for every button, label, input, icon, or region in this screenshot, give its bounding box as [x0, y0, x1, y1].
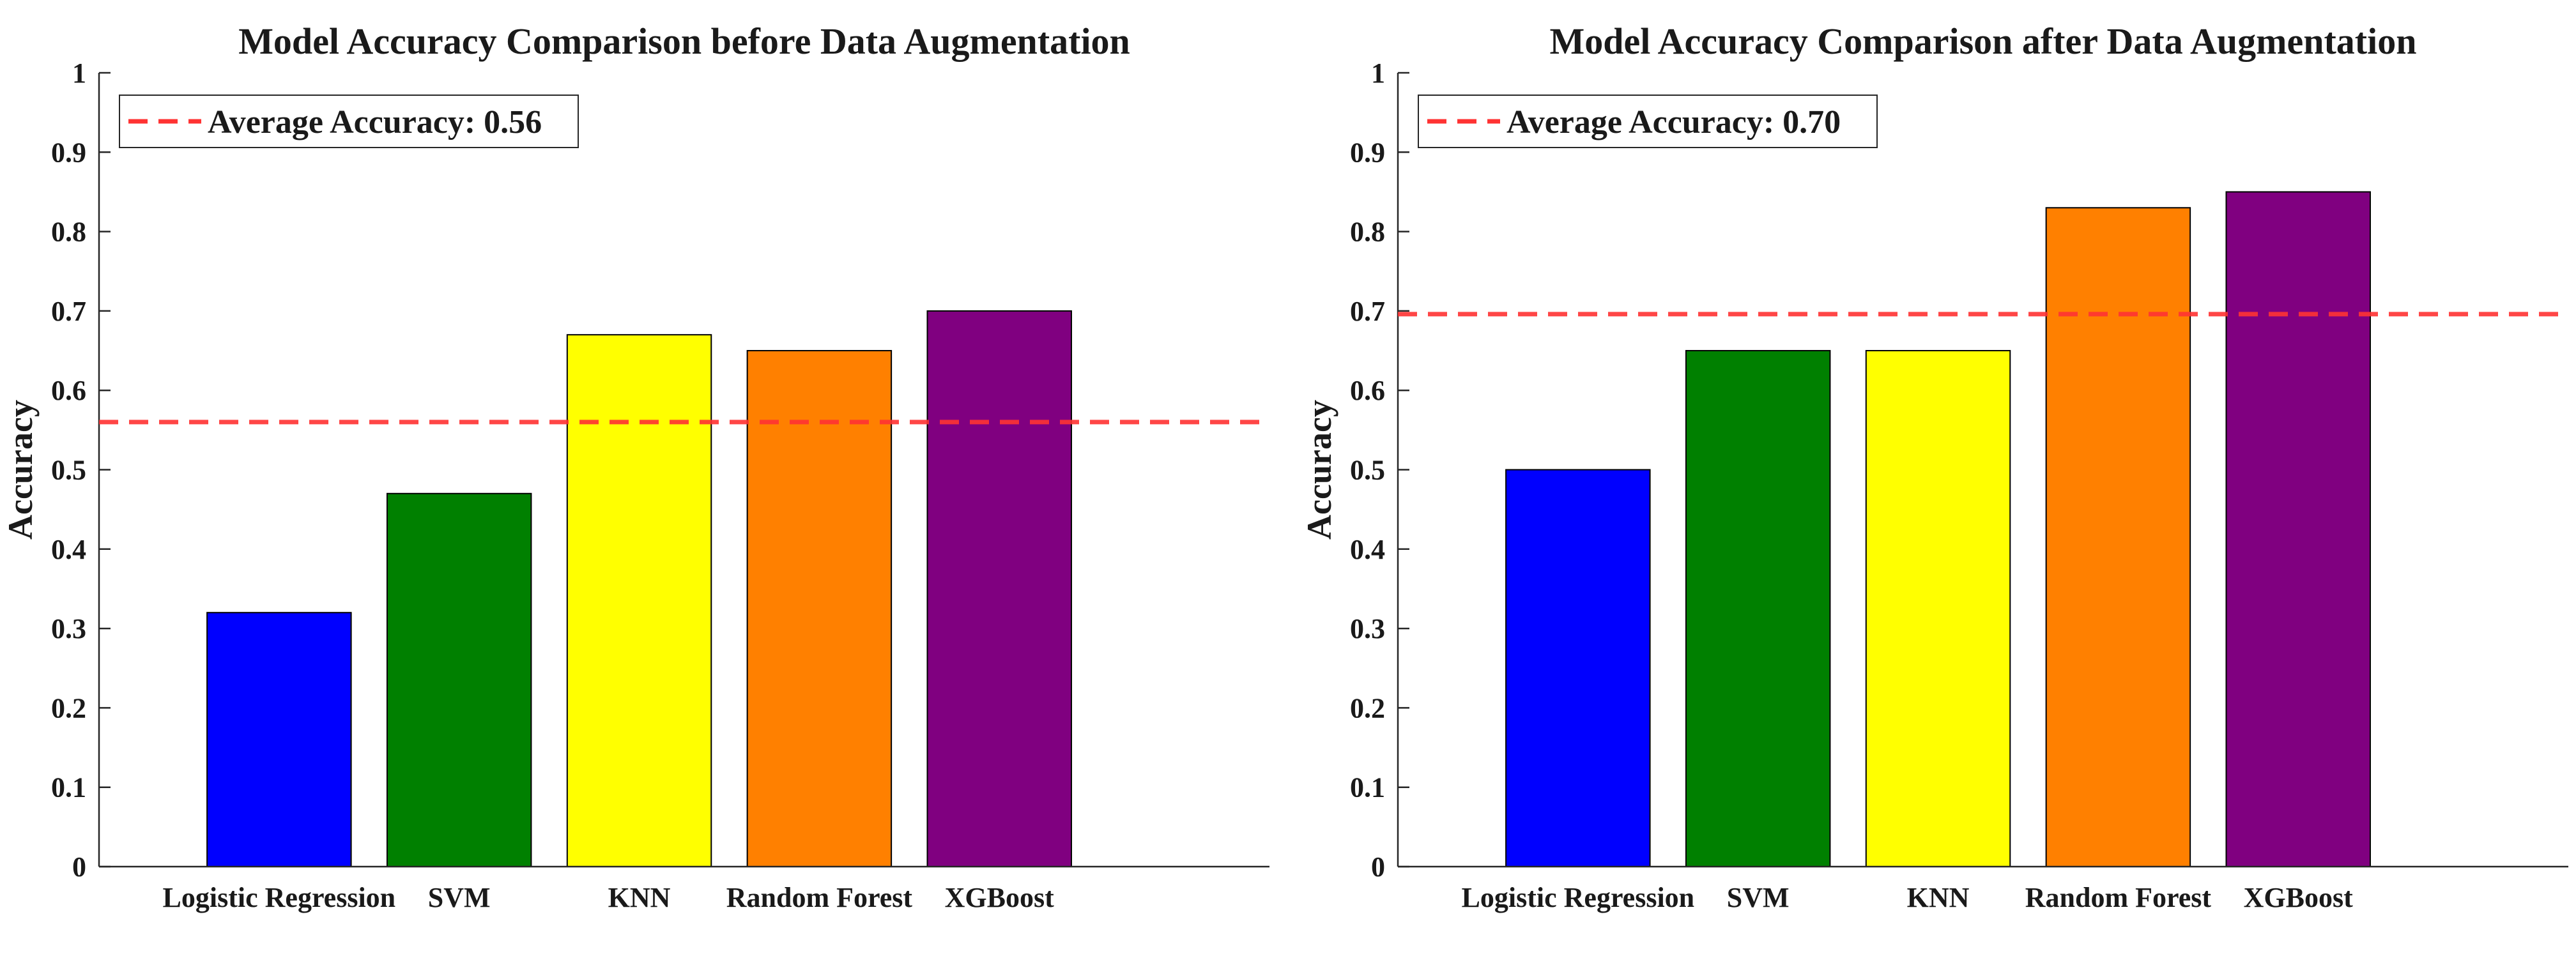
y-tick-label: 0.9 — [51, 137, 86, 168]
bar-logistic-regression — [1505, 469, 1651, 867]
x-tick-label: Logistic Regression — [1462, 882, 1695, 913]
x-tick-label: Logistic Regression — [163, 882, 396, 913]
y-tick-label: 0.5 — [1350, 455, 1385, 486]
y-tick-label: 0.5 — [51, 455, 86, 486]
bar-logistic-regression — [206, 612, 352, 867]
x-tick-label: KNN — [608, 882, 671, 913]
x-tick-label: SVM — [1727, 882, 1790, 913]
chart-before-augmentation: Model Accuracy Comparison before Data Au… — [1, 20, 1269, 913]
legend-label: Average Accuracy: 0.56 — [208, 104, 542, 140]
y-tick-label: 0.4 — [51, 534, 86, 565]
x-tick-label: Random Forest — [726, 882, 913, 913]
bar-xgboost — [926, 310, 1072, 867]
y-tick-label: 0.1 — [1350, 772, 1385, 803]
y-tick-label: 0.8 — [1350, 216, 1385, 248]
y-tick-label: 0.7 — [1350, 296, 1385, 327]
bar-knn — [566, 334, 712, 867]
y-tick-label: 0.9 — [1350, 137, 1385, 168]
chart-title: Model Accuracy Comparison before Data Au… — [238, 20, 1130, 62]
y-tick-label: 0 — [1371, 851, 1385, 883]
bar-xgboost — [2225, 191, 2371, 868]
y-tick-label: 0.8 — [51, 216, 86, 248]
bar-svm — [386, 492, 532, 867]
x-tick-label: KNN — [1907, 882, 1970, 913]
x-tick-label: XGBoost — [945, 882, 1054, 913]
chart-title: Model Accuracy Comparison after Data Aug… — [1550, 20, 2417, 62]
y-tick-label: 0.2 — [1350, 692, 1385, 724]
y-tick-label: 0.2 — [51, 692, 86, 724]
y-tick-label: 1 — [72, 57, 86, 89]
legend-label: Average Accuracy: 0.70 — [1506, 104, 1841, 140]
y-tick-label: 0.1 — [51, 772, 86, 803]
legend: Average Accuracy: 0.70 — [1418, 95, 1878, 148]
y-tick-label: 0.6 — [51, 375, 86, 406]
bar-random-forest — [2045, 207, 2191, 867]
y-tick-label: 1 — [1371, 57, 1385, 89]
y-axis-label: Accuracy — [1, 400, 40, 540]
bar-knn — [1865, 350, 2011, 867]
bar-svm — [1685, 350, 1831, 867]
x-tick-label: Random Forest — [2025, 882, 2212, 913]
x-tick-label: XGBoost — [2244, 882, 2353, 913]
bar-random-forest — [746, 350, 893, 867]
y-axis-label: Accuracy — [1300, 400, 1338, 540]
chart-after-augmentation: Model Accuracy Comparison after Data Aug… — [1300, 20, 2568, 913]
y-tick-label: 0.3 — [51, 613, 86, 644]
y-tick-label: 0.3 — [1350, 613, 1385, 644]
legend: Average Accuracy: 0.56 — [119, 95, 579, 148]
y-tick-label: 0.4 — [1350, 534, 1385, 565]
y-tick-label: 0.6 — [1350, 375, 1385, 406]
x-tick-label: SVM — [428, 882, 491, 913]
y-tick-label: 0 — [72, 851, 86, 883]
y-tick-label: 0.7 — [51, 296, 86, 327]
